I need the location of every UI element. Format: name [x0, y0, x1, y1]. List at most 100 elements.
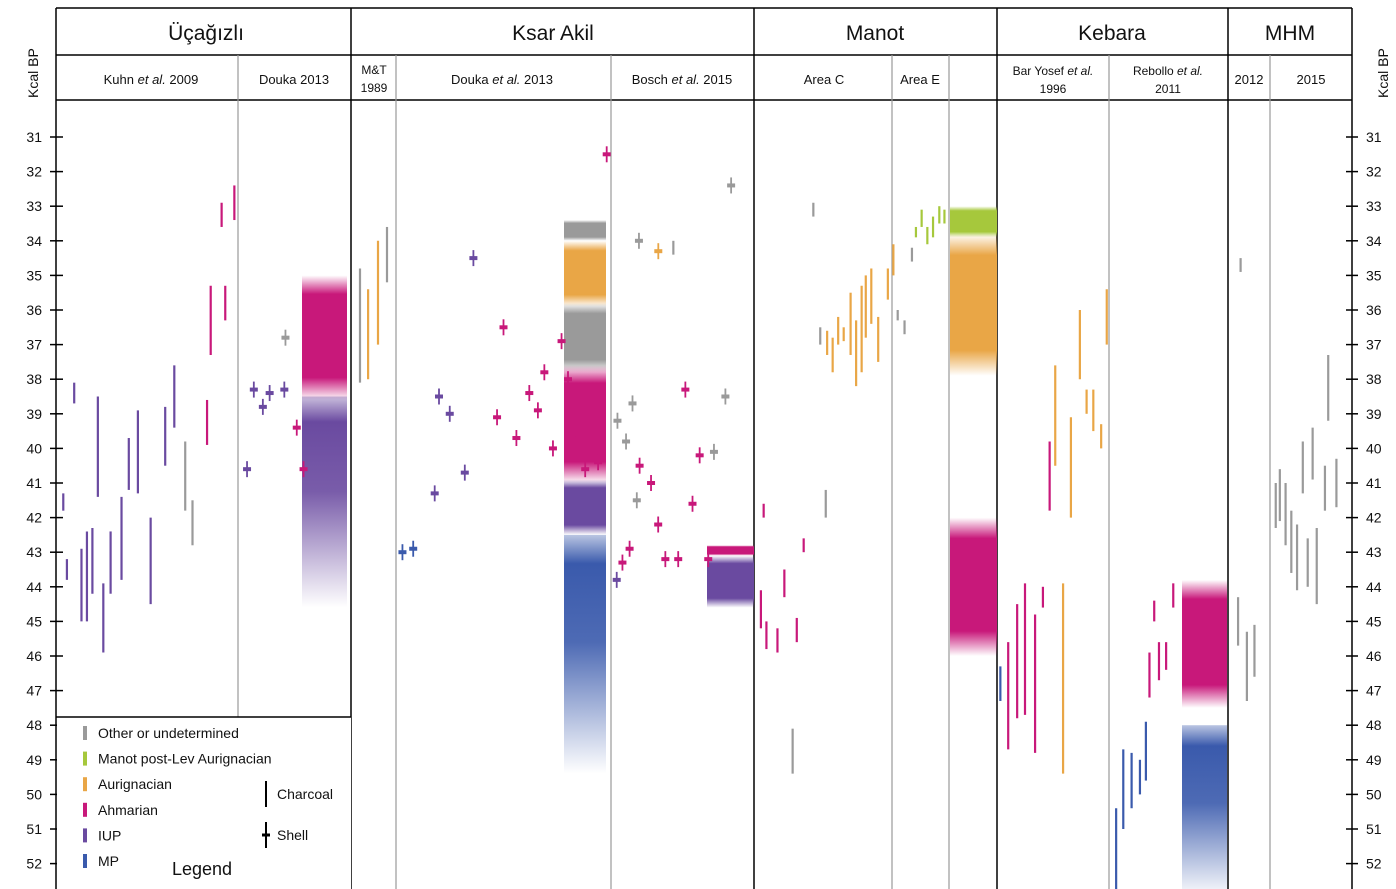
y-tick-label-left: 42	[26, 510, 42, 526]
shell-date	[430, 485, 439, 502]
legend: Other or undetermined Manot post-Lev Auri…	[56, 716, 351, 889]
shell-date	[469, 250, 478, 267]
y-tick-label-left: 32	[26, 164, 42, 180]
legend-label: Manot post-Lev Aurignacian	[98, 751, 272, 767]
y-tick-label-left: 31	[26, 129, 42, 145]
y-tick-label-left: 45	[26, 613, 42, 629]
site-header: Kebara	[1078, 22, 1146, 45]
y-tick-label-left: 41	[26, 475, 42, 491]
shell-date	[632, 492, 641, 509]
sub-header: 1989	[361, 81, 388, 95]
shell-date	[435, 388, 443, 405]
summary-band	[1182, 579, 1227, 708]
sub-header: 2015	[1297, 72, 1326, 87]
shell-date	[409, 540, 418, 557]
summary-band	[564, 534, 606, 774]
shell-date	[548, 440, 557, 457]
shell-date	[613, 412, 622, 429]
y-tick-label-left: 50	[26, 786, 42, 802]
shell-date	[460, 464, 469, 481]
y-tick-label-left: 46	[26, 648, 42, 664]
legend-charcoal-label: Charcoal	[277, 786, 333, 802]
shell-date	[445, 405, 454, 422]
sub-dividers	[237, 55, 1271, 889]
sub-header: Kuhn et al. 2009	[104, 72, 199, 87]
shell-date	[533, 402, 542, 419]
y-tick-label-left: 36	[26, 302, 42, 318]
y-axis-ticks: 31 31 32 32 33 33 34 34 35 35 36 36 37 37 38 38 39 39 40 40…	[26, 129, 1381, 872]
shell-date	[493, 409, 502, 426]
sub-header: 2012	[1235, 72, 1264, 87]
y-tick-label-right: 34	[1366, 233, 1382, 249]
y-tick-label-left: 40	[26, 440, 42, 456]
sub-header: Bosch et al. 2015	[632, 72, 732, 87]
shell-date	[299, 461, 308, 478]
shell-date	[709, 443, 718, 460]
shell-date	[243, 461, 252, 478]
shell-date	[727, 177, 736, 194]
legend-items: Other or undetermined Manot post-Lev Auri…	[83, 725, 272, 869]
summary-band	[302, 396, 347, 608]
y-tick-label-left: 34	[26, 233, 42, 249]
shell-date	[499, 319, 508, 336]
y-tick-label-left: 52	[26, 856, 42, 872]
y-tick-label-right: 50	[1366, 786, 1382, 802]
site-headers: Üçağızlı Ksar Akil Manot Kebara MHM	[168, 22, 1315, 45]
site-header: MHM	[1265, 22, 1315, 45]
legend-label: MP	[98, 853, 119, 869]
y-tick-label-left: 44	[26, 579, 42, 595]
y-tick-label-right: 51	[1366, 821, 1382, 837]
y-tick-label-left: 39	[26, 406, 42, 422]
shell-date	[625, 540, 634, 557]
y-axis-label-left: Kcal BP	[25, 48, 41, 98]
sub-header: Area C	[804, 72, 844, 87]
y-tick-label-left: 48	[26, 717, 42, 733]
shell-date	[581, 461, 590, 478]
shell-date	[634, 232, 643, 249]
y-tick-label-left: 33	[26, 198, 42, 214]
y-tick-label-left: 49	[26, 752, 42, 768]
y-tick-label-right: 46	[1366, 648, 1382, 664]
y-tick-label-right: 43	[1366, 544, 1382, 560]
y-tick-label-right: 48	[1366, 717, 1382, 733]
summary-band	[707, 555, 754, 608]
legend-title: Legend	[172, 859, 232, 879]
y-tick-label-left: 37	[26, 337, 42, 353]
summary-band	[950, 206, 997, 238]
shell-date	[564, 371, 572, 388]
shell-date	[674, 551, 683, 568]
legend-swatch	[83, 828, 87, 843]
y-tick-label-right: 32	[1366, 164, 1382, 180]
shell-date	[265, 385, 274, 402]
summary-band	[564, 479, 606, 535]
site-header: Üçağızlı	[168, 22, 244, 45]
sub-header: 1996	[1040, 82, 1067, 96]
shell-date	[540, 364, 549, 381]
y-tick-label-left: 51	[26, 821, 42, 837]
site-header: Manot	[846, 22, 905, 45]
legend-swatch	[83, 726, 87, 740]
y-tick-label-right: 44	[1366, 579, 1382, 595]
date-marks	[62, 146, 1338, 889]
y-tick-label-right: 37	[1366, 337, 1382, 353]
legend-label: IUP	[98, 827, 121, 843]
shell-date	[572, 426, 581, 443]
summary-band	[1182, 725, 1227, 889]
shell-date	[258, 398, 267, 415]
legend-label: Other or undetermined	[98, 725, 239, 741]
y-tick-label-right: 38	[1366, 371, 1382, 387]
y-tick-label-right: 33	[1366, 198, 1382, 214]
sub-header: Area E	[900, 72, 940, 87]
y-tick-label-right: 42	[1366, 510, 1382, 526]
y-tick-label-left: 47	[26, 683, 42, 699]
shell-date	[681, 381, 690, 398]
legend-swatch	[83, 777, 87, 792]
shell-date	[602, 146, 611, 163]
y-tick-label-right: 39	[1366, 406, 1382, 422]
shell-date	[654, 516, 663, 533]
shell-date	[622, 433, 631, 450]
shell-date	[594, 454, 603, 471]
shell-date	[557, 333, 566, 350]
y-tick-label-right: 41	[1366, 475, 1382, 491]
